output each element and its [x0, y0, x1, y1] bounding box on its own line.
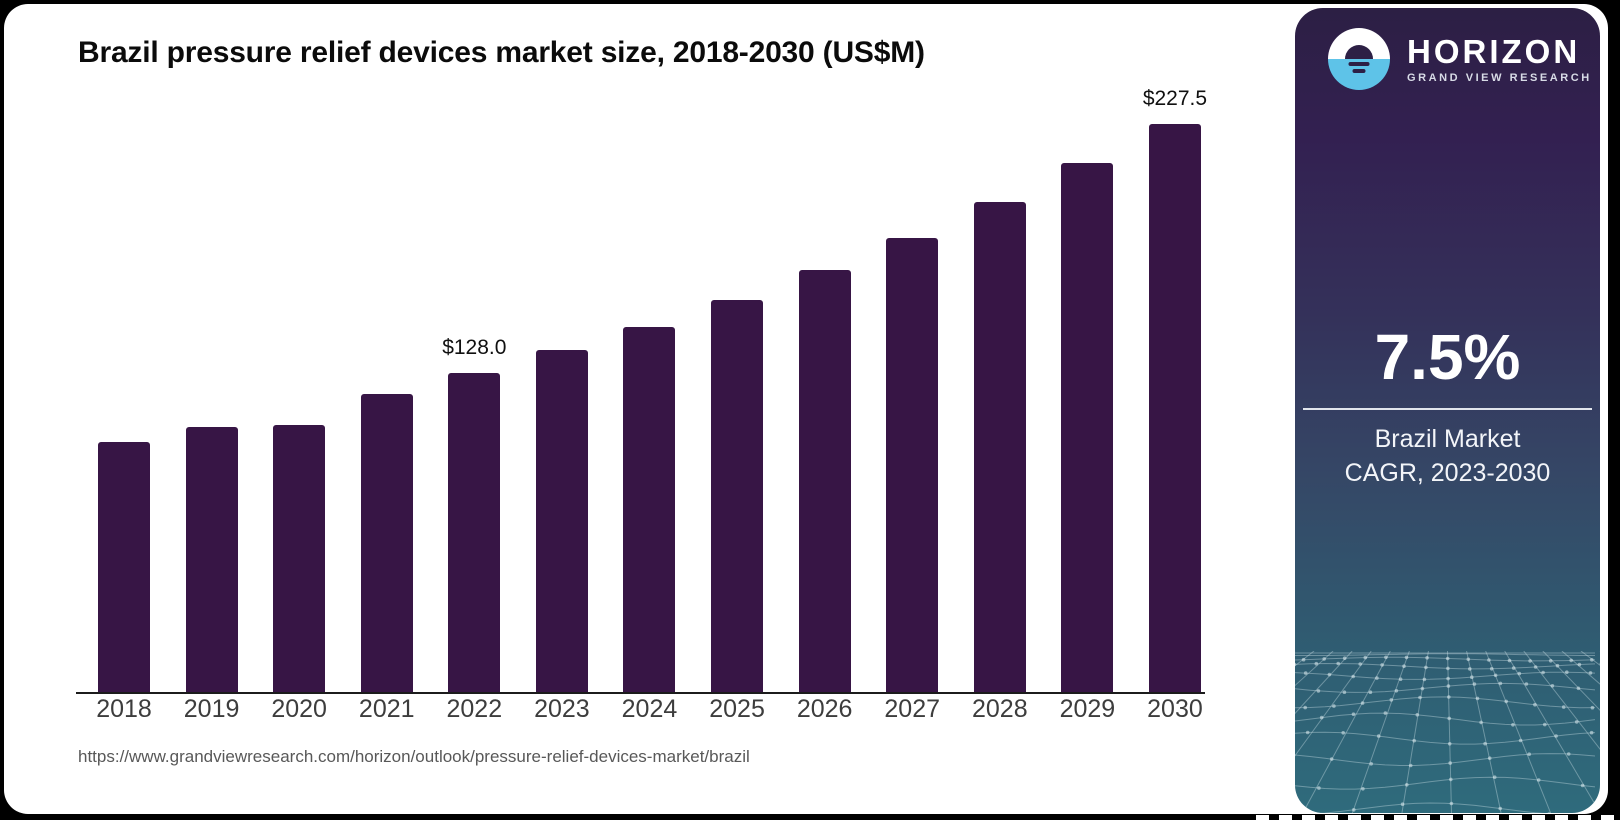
cagr-label-line1: Brazil Market [1374, 425, 1521, 453]
x-axis-tick-label: 2020 [271, 695, 327, 723]
bar-value-label: $128.0 [442, 336, 507, 359]
bar [973, 202, 1026, 693]
x-axis-line [76, 692, 1205, 694]
x-axis-tick-label: 2021 [358, 695, 415, 723]
bar-value-label: $227.5 [1142, 87, 1208, 110]
cagr-label: Brazil Market CAGR, 2023-2030 [1295, 422, 1600, 490]
source-url: https://www.grandviewresearch.com/horizo… [78, 747, 750, 766]
bottom-dashes-decoration [1256, 815, 1620, 820]
horizon-logo-icon [1328, 28, 1390, 90]
bar [1061, 163, 1114, 693]
bar [185, 427, 238, 693]
x-axis-tick-label: 2030 [1147, 695, 1203, 723]
bar [535, 350, 588, 693]
x-axis-tick-label: 2022 [446, 695, 503, 723]
bar [1148, 124, 1201, 693]
x-axis-tick-label: 2027 [884, 695, 941, 723]
mesh-pattern [1295, 651, 1600, 813]
logo-wordmark: HORIZON GRAND VIEW RESEARCH [1407, 32, 1592, 84]
x-axis-tick-label: 2025 [709, 695, 765, 723]
brand-subtitle: GRAND VIEW RESEARCH [1407, 71, 1592, 84]
x-axis-tick-label: 2026 [796, 695, 853, 723]
cagr-value: 7.5% [1374, 321, 1521, 393]
x-axis-tick-label: 2028 [971, 695, 1028, 723]
x-axis-tick-label: 2018 [96, 695, 152, 723]
sidebar-card: HORIZON GRAND VIEW RESEARCH 7.5% Brazil … [1295, 8, 1600, 813]
horizon-logo: HORIZON GRAND VIEW RESEARCH [1328, 28, 1592, 90]
bar [623, 327, 676, 693]
x-axis-tick-label: 2024 [621, 695, 678, 723]
cagr-label-line2: CAGR, 2023-2030 [1344, 459, 1551, 487]
stat-divider [1303, 408, 1592, 410]
logo-reflection-line [1348, 62, 1370, 66]
x-axis-tick-label: 2019 [183, 695, 240, 723]
x-axis-tick-label: 2029 [1059, 695, 1116, 723]
logo-reflection-line [1352, 69, 1366, 73]
bar [98, 442, 150, 693]
bar [360, 394, 413, 693]
cagr-stat-block: 7.5% Brazil Market CAGR, 2023-2030 [1295, 320, 1600, 490]
bar [798, 270, 851, 693]
chart-title: Brazil pressure relief devices market si… [78, 36, 925, 69]
bar [448, 373, 501, 693]
brand-name: HORIZON [1407, 32, 1581, 70]
x-axis-tick-label: 2023 [534, 695, 590, 723]
bar [273, 425, 326, 693]
bar [711, 300, 764, 693]
logo-sun-icon [1345, 45, 1373, 59]
bar [886, 238, 939, 693]
